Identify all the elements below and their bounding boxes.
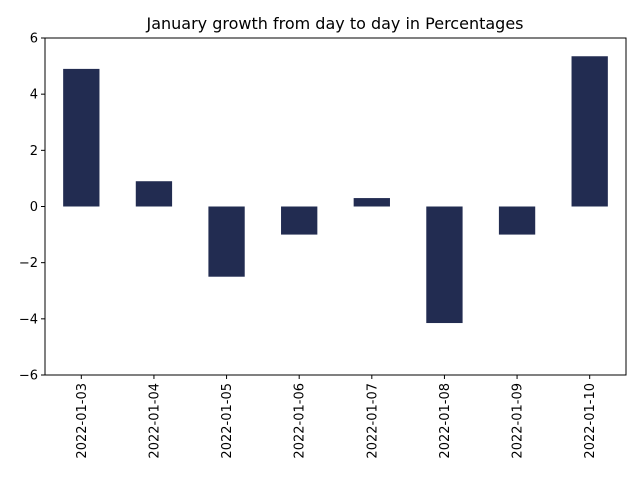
x-tick-label: 2022-01-03: [75, 383, 90, 459]
y-axis: −6 −4 −2 0 2 4 6: [19, 32, 45, 384]
y-tick-label: −4: [19, 312, 38, 327]
bar-2022-01-04: [135, 181, 173, 207]
x-tick-label: 2022-01-10: [583, 383, 598, 459]
y-tick-label: −6: [19, 369, 38, 384]
bars-group: [63, 56, 608, 324]
bar-2022-01-09: [498, 206, 536, 235]
bar-2022-01-05: [208, 206, 245, 277]
plot-frame: [44, 37, 627, 376]
bar-2022-01-07: [353, 198, 390, 207]
bar-2022-01-03: [63, 68, 100, 207]
bar-2022-01-08: [426, 206, 463, 324]
y-tick-label: −2: [19, 256, 38, 271]
y-tick-label: 6: [30, 32, 38, 47]
x-tick-label: 2022-01-07: [365, 383, 380, 459]
chart-title: January growth from day to day in Percen…: [145, 14, 523, 33]
x-axis: 2022-01-03 2022-01-04 2022-01-05 2022-01-06…: [75, 375, 598, 459]
y-tick-label: 0: [30, 200, 38, 215]
x-tick-label: 2022-01-06: [293, 383, 308, 459]
x-tick-label: 2022-01-05: [220, 383, 235, 459]
x-tick-label: 2022-01-09: [511, 383, 526, 459]
x-tick-label: 2022-01-04: [147, 383, 162, 459]
bar-2022-01-06: [281, 206, 318, 235]
bar-2022-01-10: [571, 56, 608, 207]
x-tick-label: 2022-01-08: [438, 383, 453, 459]
y-tick-label: 4: [30, 88, 38, 103]
y-tick-label: 2: [30, 144, 38, 159]
